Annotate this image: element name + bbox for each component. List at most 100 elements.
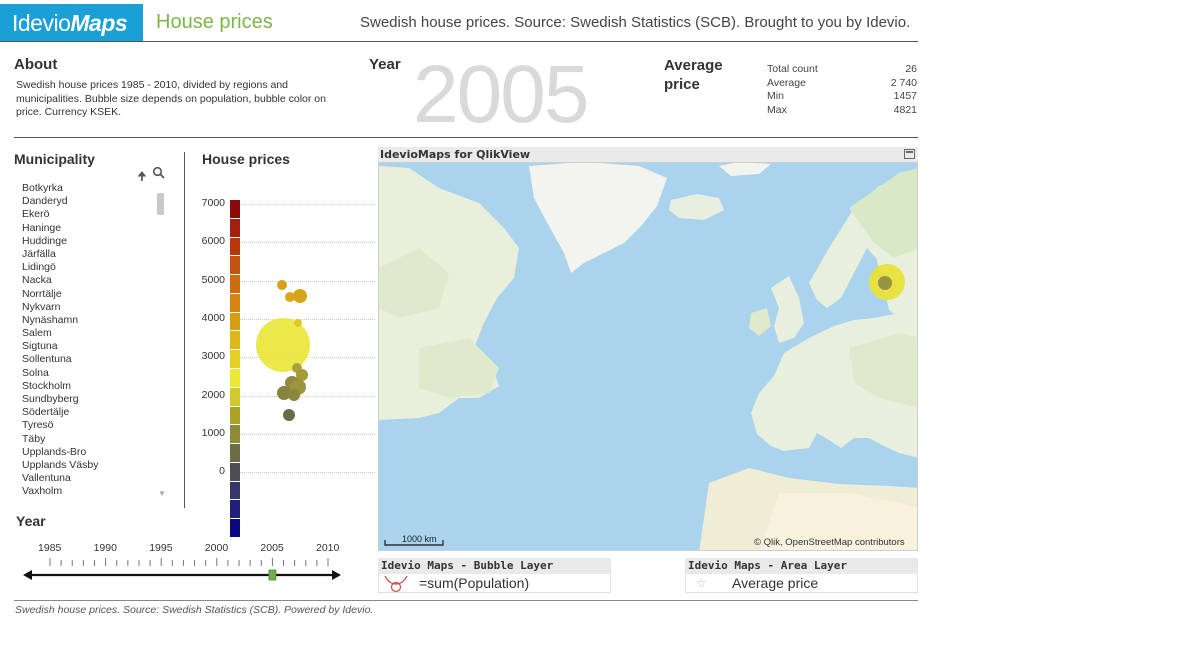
area-layer-body[interactable]: ☆ Average price: [685, 574, 918, 593]
bubble-layer-title: Idevio Maps - Bubble Layer: [378, 558, 611, 574]
bubble-chart: [256, 280, 310, 421]
municipality-item[interactable]: Norrtälje: [22, 287, 62, 300]
bubble: [288, 389, 300, 401]
scandinavia-forest: [849, 168, 917, 258]
sahara: [759, 493, 917, 550]
municipality-item[interactable]: Botkyrka: [22, 182, 63, 194]
bubble: [294, 319, 302, 327]
municipality-item[interactable]: Stockholm: [22, 379, 72, 392]
map-view[interactable]: [378, 147, 918, 551]
municipality-item[interactable]: Täby: [22, 432, 46, 445]
vertical-divider: [184, 152, 185, 508]
municipality-item[interactable]: Haninge: [22, 221, 62, 234]
y-tick-label: 0: [219, 465, 225, 478]
bubble: [293, 289, 307, 303]
year-slider-heading: Year: [16, 513, 46, 529]
map-canvas[interactable]: [379, 148, 918, 551]
municipality-item[interactable]: Vaxholm: [22, 485, 63, 498]
y-tick-label: 2000: [201, 388, 225, 401]
municipality-item[interactable]: Nykvarn: [22, 300, 61, 313]
municipality-item[interactable]: Tyresö: [22, 419, 54, 432]
legend-color-swatch: [230, 293, 240, 312]
stat-value: 4821: [893, 103, 917, 116]
north-america: [379, 166, 519, 420]
gridline: [240, 433, 375, 435]
municipality-item[interactable]: Sundbyberg: [22, 393, 79, 405]
section-divider: [14, 137, 918, 138]
great-britain: [771, 276, 804, 343]
legend-color-swatch: [230, 462, 240, 481]
municipality-item[interactable]: Södertälje: [22, 406, 70, 419]
app-title: House prices: [156, 11, 273, 33]
stat-row: Min 1457: [767, 90, 917, 104]
municipality-item[interactable]: Sollentuna: [22, 353, 72, 366]
y-tick-label: 7000: [201, 197, 225, 209]
mediterranean-sea: [764, 448, 917, 488]
europe-region: [849, 333, 917, 408]
municipality-item[interactable]: Järfälla: [22, 247, 56, 260]
list-scrollbar-thumb[interactable]: [157, 193, 164, 215]
header-tagline: Swedish house prices. Source: Swedish St…: [360, 14, 911, 31]
municipality-item[interactable]: Upplands-Bro: [22, 445, 87, 458]
municipality-item[interactable]: Solna: [22, 366, 49, 379]
bubble: [277, 386, 291, 400]
stat-row: Average 2 740: [767, 77, 917, 91]
stat-label: Average: [767, 76, 806, 89]
municipality-item[interactable]: Vallentuna: [22, 472, 71, 485]
sort-icon[interactable]: 🠉: [137, 169, 147, 183]
municipality-heading: Municipality: [14, 151, 95, 167]
logo-text-bold: Maps: [70, 10, 128, 36]
municipality-item[interactable]: Danderyd: [22, 195, 68, 208]
slider-right-arrow[interactable]: [332, 570, 341, 580]
municipality-item[interactable]: Sigtuna: [22, 340, 58, 353]
slider-year-label: 2000: [204, 542, 229, 554]
legend-color-swatch: [230, 218, 240, 237]
municipality-list[interactable]: Botkyrka Danderyd Ekerö Haninge Huddinge Järf…: [22, 182, 162, 499]
year-slider[interactable]: [20, 552, 350, 584]
y-tick-label: 6000: [201, 235, 225, 248]
logo-text-plain: Idevio: [12, 10, 71, 36]
municipality-item[interactable]: Upplands Väsby: [22, 458, 99, 471]
legend-color-swatch: [230, 331, 240, 350]
municipality-item[interactable]: Nynäshamn: [22, 313, 79, 326]
greenland: [529, 162, 667, 273]
map-title: IdevioMaps for QlikView: [380, 148, 531, 161]
area-layer-expression: Average price: [732, 575, 819, 591]
bubble: [277, 280, 287, 290]
legend-color-swatch: [230, 312, 240, 331]
price-color-legend: [230, 200, 240, 538]
municipality-item[interactable]: Salem: [22, 327, 52, 340]
bubble: [256, 318, 310, 372]
bubble: [283, 409, 295, 421]
bubble-layer-panel[interactable]: Idevio Maps - Bubble Layer =sum(Populati…: [378, 558, 611, 593]
slider-year-label: 1985: [38, 542, 62, 554]
minimize-icon[interactable]: [904, 149, 915, 159]
municipality-item[interactable]: Huddinge: [22, 234, 67, 247]
municipality-item[interactable]: Ekerö: [22, 208, 50, 221]
slider-handle[interactable]: [268, 569, 277, 581]
about-heading: About: [14, 56, 58, 73]
gridline: [240, 280, 375, 282]
bubble-layer-body[interactable]: =sum(Population): [378, 574, 611, 593]
map-attribution: © Qlik, OpenStreetMap contributors: [754, 537, 905, 548]
slider-left-arrow[interactable]: [23, 570, 32, 580]
municipality-item[interactable]: Lidingö: [22, 261, 56, 274]
gridline: [240, 242, 375, 244]
svalbard: [719, 162, 771, 176]
legend-color-swatch: [230, 387, 240, 406]
stat-label: Total count: [767, 63, 818, 75]
stat-value: 2 740: [890, 76, 917, 89]
stat-label: Min: [767, 90, 784, 102]
legend-color-swatch: [230, 500, 240, 519]
scroll-down-icon[interactable]: ▼: [158, 489, 166, 498]
area-layer-panel[interactable]: Idevio Maps - Area Layer ☆ Average price: [685, 558, 918, 593]
idevio-logo: IdevioMaps: [0, 4, 143, 41]
search-icon[interactable]: [152, 166, 166, 180]
municipality-item[interactable]: Nacka: [22, 274, 52, 287]
bubble: [285, 292, 295, 302]
year-heading: Year: [369, 56, 401, 73]
legend-color-swatch: [230, 406, 240, 425]
legend-color-swatch: [230, 200, 240, 218]
scale-bar: [384, 540, 444, 546]
map-bubble-cluster[interactable]: [878, 276, 892, 290]
